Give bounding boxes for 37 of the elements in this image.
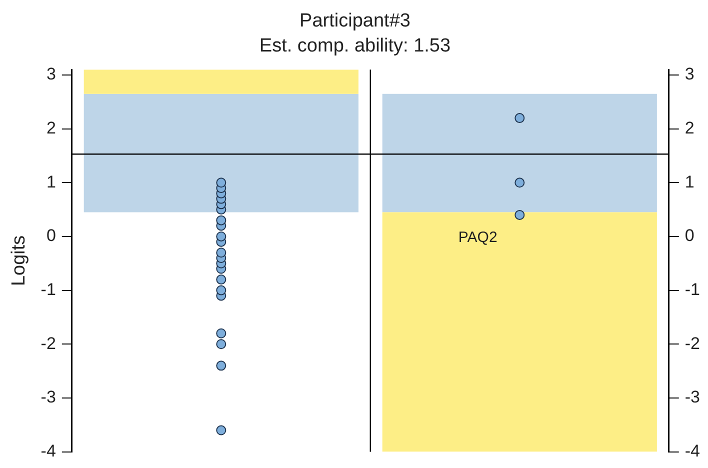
point [216,178,226,188]
y-tick-label: -4 [40,441,56,460]
y2-tick-label: 0 [684,226,694,246]
y-tick-label: 0 [46,226,56,246]
point [216,285,226,296]
bar [382,94,657,212]
point [216,425,226,436]
point [216,215,226,226]
bar [84,94,358,212]
y-tick-label: -1 [40,280,56,299]
y-tick-label: 1 [46,172,56,192]
y-tick-label: 3 [46,64,56,84]
point [216,274,226,285]
point [216,328,226,338]
y2-tick-label: -4 [684,441,700,460]
y-axis-title: Logits [8,235,30,286]
y-tick-label: -2 [40,334,56,353]
y-tick-label: 2 [46,118,56,138]
y-tick-label: -3 [40,388,56,407]
point [216,339,226,350]
y2-tick-label: -2 [684,334,700,353]
point [216,248,226,258]
point [514,178,525,188]
y2-tick-label: 3 [684,64,694,84]
annotation: PAQ2 [458,228,498,246]
y2-tick-label: 1 [684,172,694,192]
point [514,113,525,124]
point [216,360,226,371]
point [216,231,226,242]
bar [84,70,358,94]
y2-tick-label: 2 [684,118,694,138]
chart-title: Participant#3 [300,10,410,32]
y2-tick-label: -3 [684,388,700,407]
y2-tick-label: -1 [684,280,700,299]
chart-subtitle: Est. comp. ability: 1.53 [259,35,451,56]
point [514,210,525,220]
bar [382,212,657,452]
